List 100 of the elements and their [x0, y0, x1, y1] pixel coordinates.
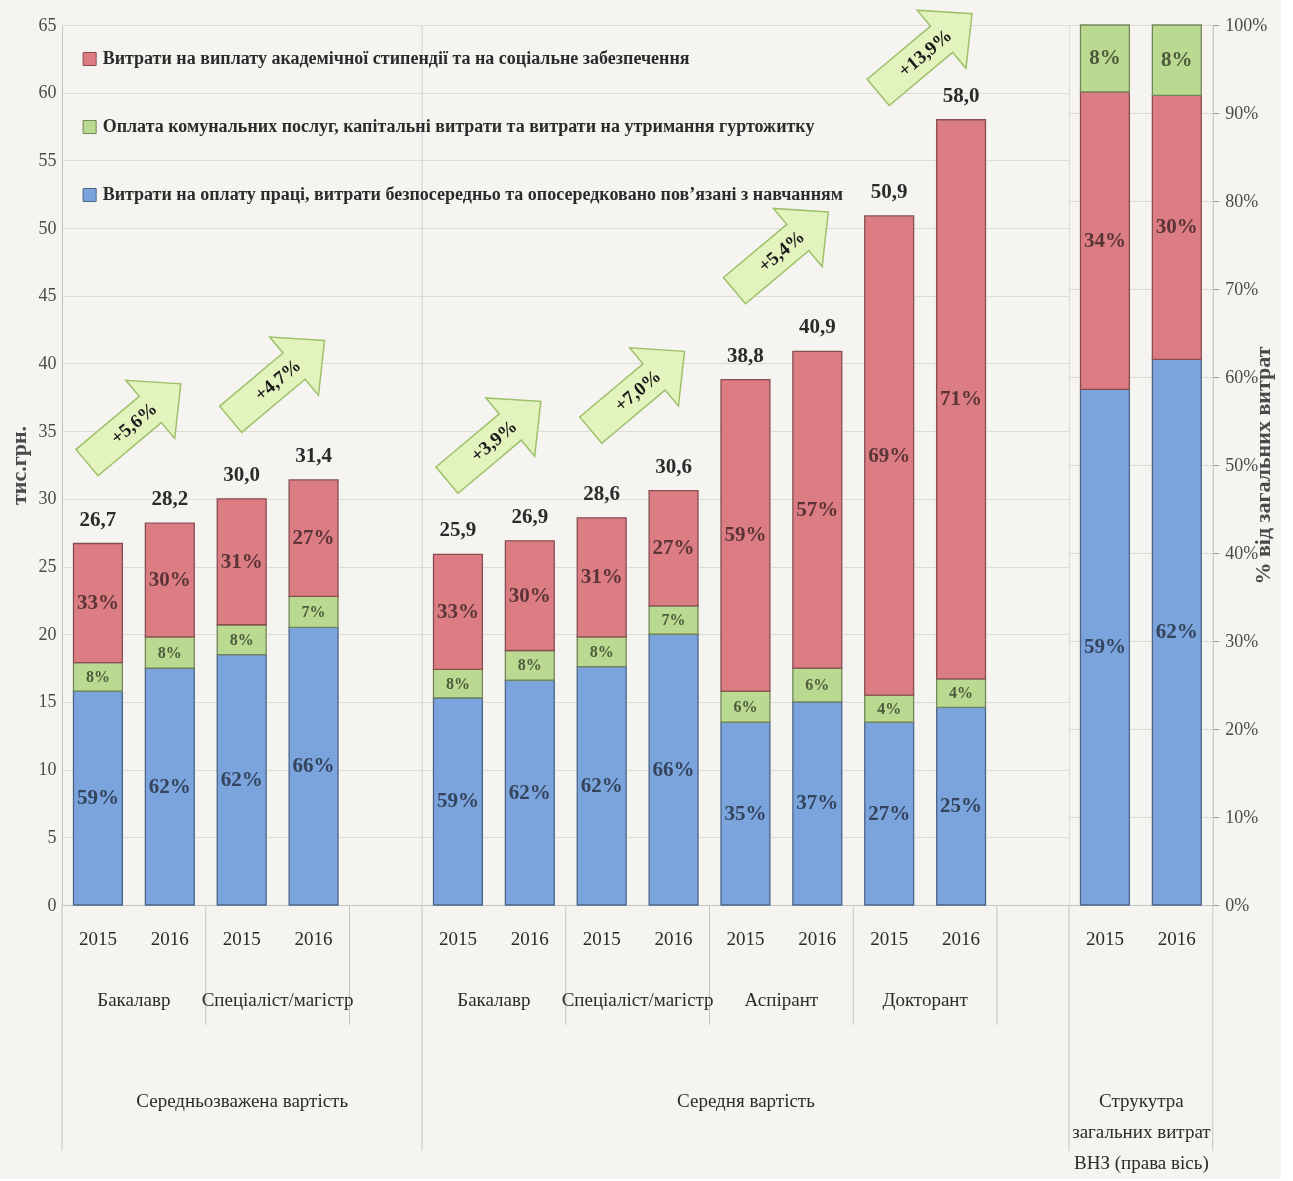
annotation: 7%: [661, 611, 686, 629]
bar: [1151, 24, 1202, 97]
y-tick-label: 0: [47, 894, 57, 915]
bar: [288, 626, 339, 906]
x-tick-label: 2015: [222, 927, 261, 949]
annotation: 59%: [436, 788, 479, 813]
annotation: 62%: [508, 779, 551, 804]
data-label: 59%: [1083, 634, 1126, 659]
bar: [1079, 91, 1131, 390]
bar: [216, 498, 267, 626]
x-tick-label: 2016: [798, 927, 837, 949]
annotation: 71%: [940, 386, 983, 411]
x-tick-label: 2015: [78, 927, 117, 949]
text: Бакалавр: [457, 989, 531, 1010]
y-tick-label: 45: [38, 285, 57, 306]
y-axis-title: тис.грн.: [5, 425, 31, 506]
bar: [576, 666, 627, 906]
y2-tick-label: 30%: [1225, 630, 1259, 651]
text: Докторант: [882, 989, 969, 1010]
annotation: 59%: [76, 785, 119, 810]
x-tick-label: 2016: [654, 927, 693, 949]
bar: [432, 697, 484, 906]
data-label: 8%: [1161, 47, 1193, 72]
bar: [432, 553, 484, 671]
y-tick-label: 50: [38, 217, 57, 238]
annotation: 6%: [805, 676, 830, 693]
annotation: 8%: [517, 656, 542, 674]
y-tick-label: 25: [38, 556, 57, 577]
bar: [72, 690, 124, 906]
y2-tick-label: 90%: [1225, 102, 1259, 123]
y2-tick-label: 0%: [1225, 894, 1250, 915]
bar: [288, 479, 339, 597]
x-axis-title: Струкутра загальних витрат ВНЗ (права вісь): [1072, 1089, 1212, 1174]
bar: [216, 653, 267, 906]
annotation: 62%: [148, 773, 191, 798]
y-tick-label: 40: [38, 352, 57, 373]
total-label: 25,9: [439, 517, 477, 542]
y2-tick-label: 80%: [1225, 190, 1259, 211]
x-tick-label: 2015: [438, 927, 477, 949]
y2-tick-label: 20%: [1225, 718, 1259, 739]
data-label: 30%: [1155, 214, 1198, 239]
bar: [1151, 358, 1202, 906]
bar: [648, 633, 699, 906]
bar: [576, 517, 627, 638]
text: Аспірант: [744, 989, 819, 1010]
total-label: 31,4: [295, 442, 333, 467]
annotation: 57%: [796, 496, 839, 521]
annotation: 66%: [292, 753, 335, 778]
bar: [792, 701, 843, 906]
total-label: 28,2: [151, 486, 189, 511]
y-tick-label: 55: [38, 149, 57, 170]
annotation: 4%: [949, 684, 974, 702]
bar: [72, 542, 124, 664]
annotation: 4%: [877, 699, 902, 717]
data-label: 8%: [1089, 45, 1121, 70]
data-label: 62%: [1155, 619, 1198, 644]
total-label: 30,6: [655, 453, 692, 478]
annotation: 8%: [589, 642, 614, 660]
annotation: 6%: [733, 697, 758, 715]
bar: [720, 379, 771, 692]
annotation: 25%: [940, 793, 983, 818]
total-label: 38,8: [727, 342, 764, 367]
bar: [504, 540, 555, 652]
annotation: 27%: [292, 525, 335, 550]
annotation: 37%: [796, 790, 839, 815]
annotation: 33%: [76, 590, 119, 615]
bar: [720, 721, 771, 906]
legend-label: Витрати на виплату академічної стипендії та на соціальне забезпечення: [102, 48, 690, 68]
x-tick-label: 2016: [942, 927, 981, 949]
y-tick-label: 65: [38, 14, 57, 35]
annotation: 30%: [508, 582, 551, 607]
x-tick-label: 2015: [1085, 927, 1124, 949]
total-label: 58,0: [942, 82, 980, 107]
y-tick-label: 20: [38, 623, 57, 644]
y-tick-label: 30: [38, 488, 57, 509]
annotation: 62%: [580, 772, 623, 797]
y-tick-label: 60: [38, 82, 57, 103]
y-tick-label: 15: [38, 691, 57, 712]
bar: [864, 215, 915, 696]
annotation: 35%: [724, 800, 767, 825]
x-tick-label: 2016: [510, 927, 549, 949]
annotation: 69%: [868, 442, 911, 467]
text: Спеціаліст/магістр: [201, 989, 354, 1010]
bar: [792, 350, 843, 669]
y-tick-label: 10: [38, 759, 57, 780]
y2-tick-label: 10%: [1225, 806, 1259, 827]
y2-tick-label: 60%: [1225, 366, 1259, 387]
bar: [1079, 388, 1131, 906]
x-tick-label: 2016: [150, 927, 189, 949]
annotation: 66%: [652, 756, 695, 781]
total-label: 26,7: [79, 506, 117, 531]
bar: [935, 119, 987, 680]
bar: [1151, 94, 1202, 361]
x-tick-label: 2016: [1157, 927, 1196, 949]
annotation: 8%: [157, 643, 182, 661]
bar: [144, 667, 195, 906]
y2-tick-label: 100%: [1225, 14, 1268, 35]
bar: [864, 721, 915, 906]
annotation: 27%: [868, 800, 911, 825]
y-tick-label: 5: [47, 826, 57, 847]
